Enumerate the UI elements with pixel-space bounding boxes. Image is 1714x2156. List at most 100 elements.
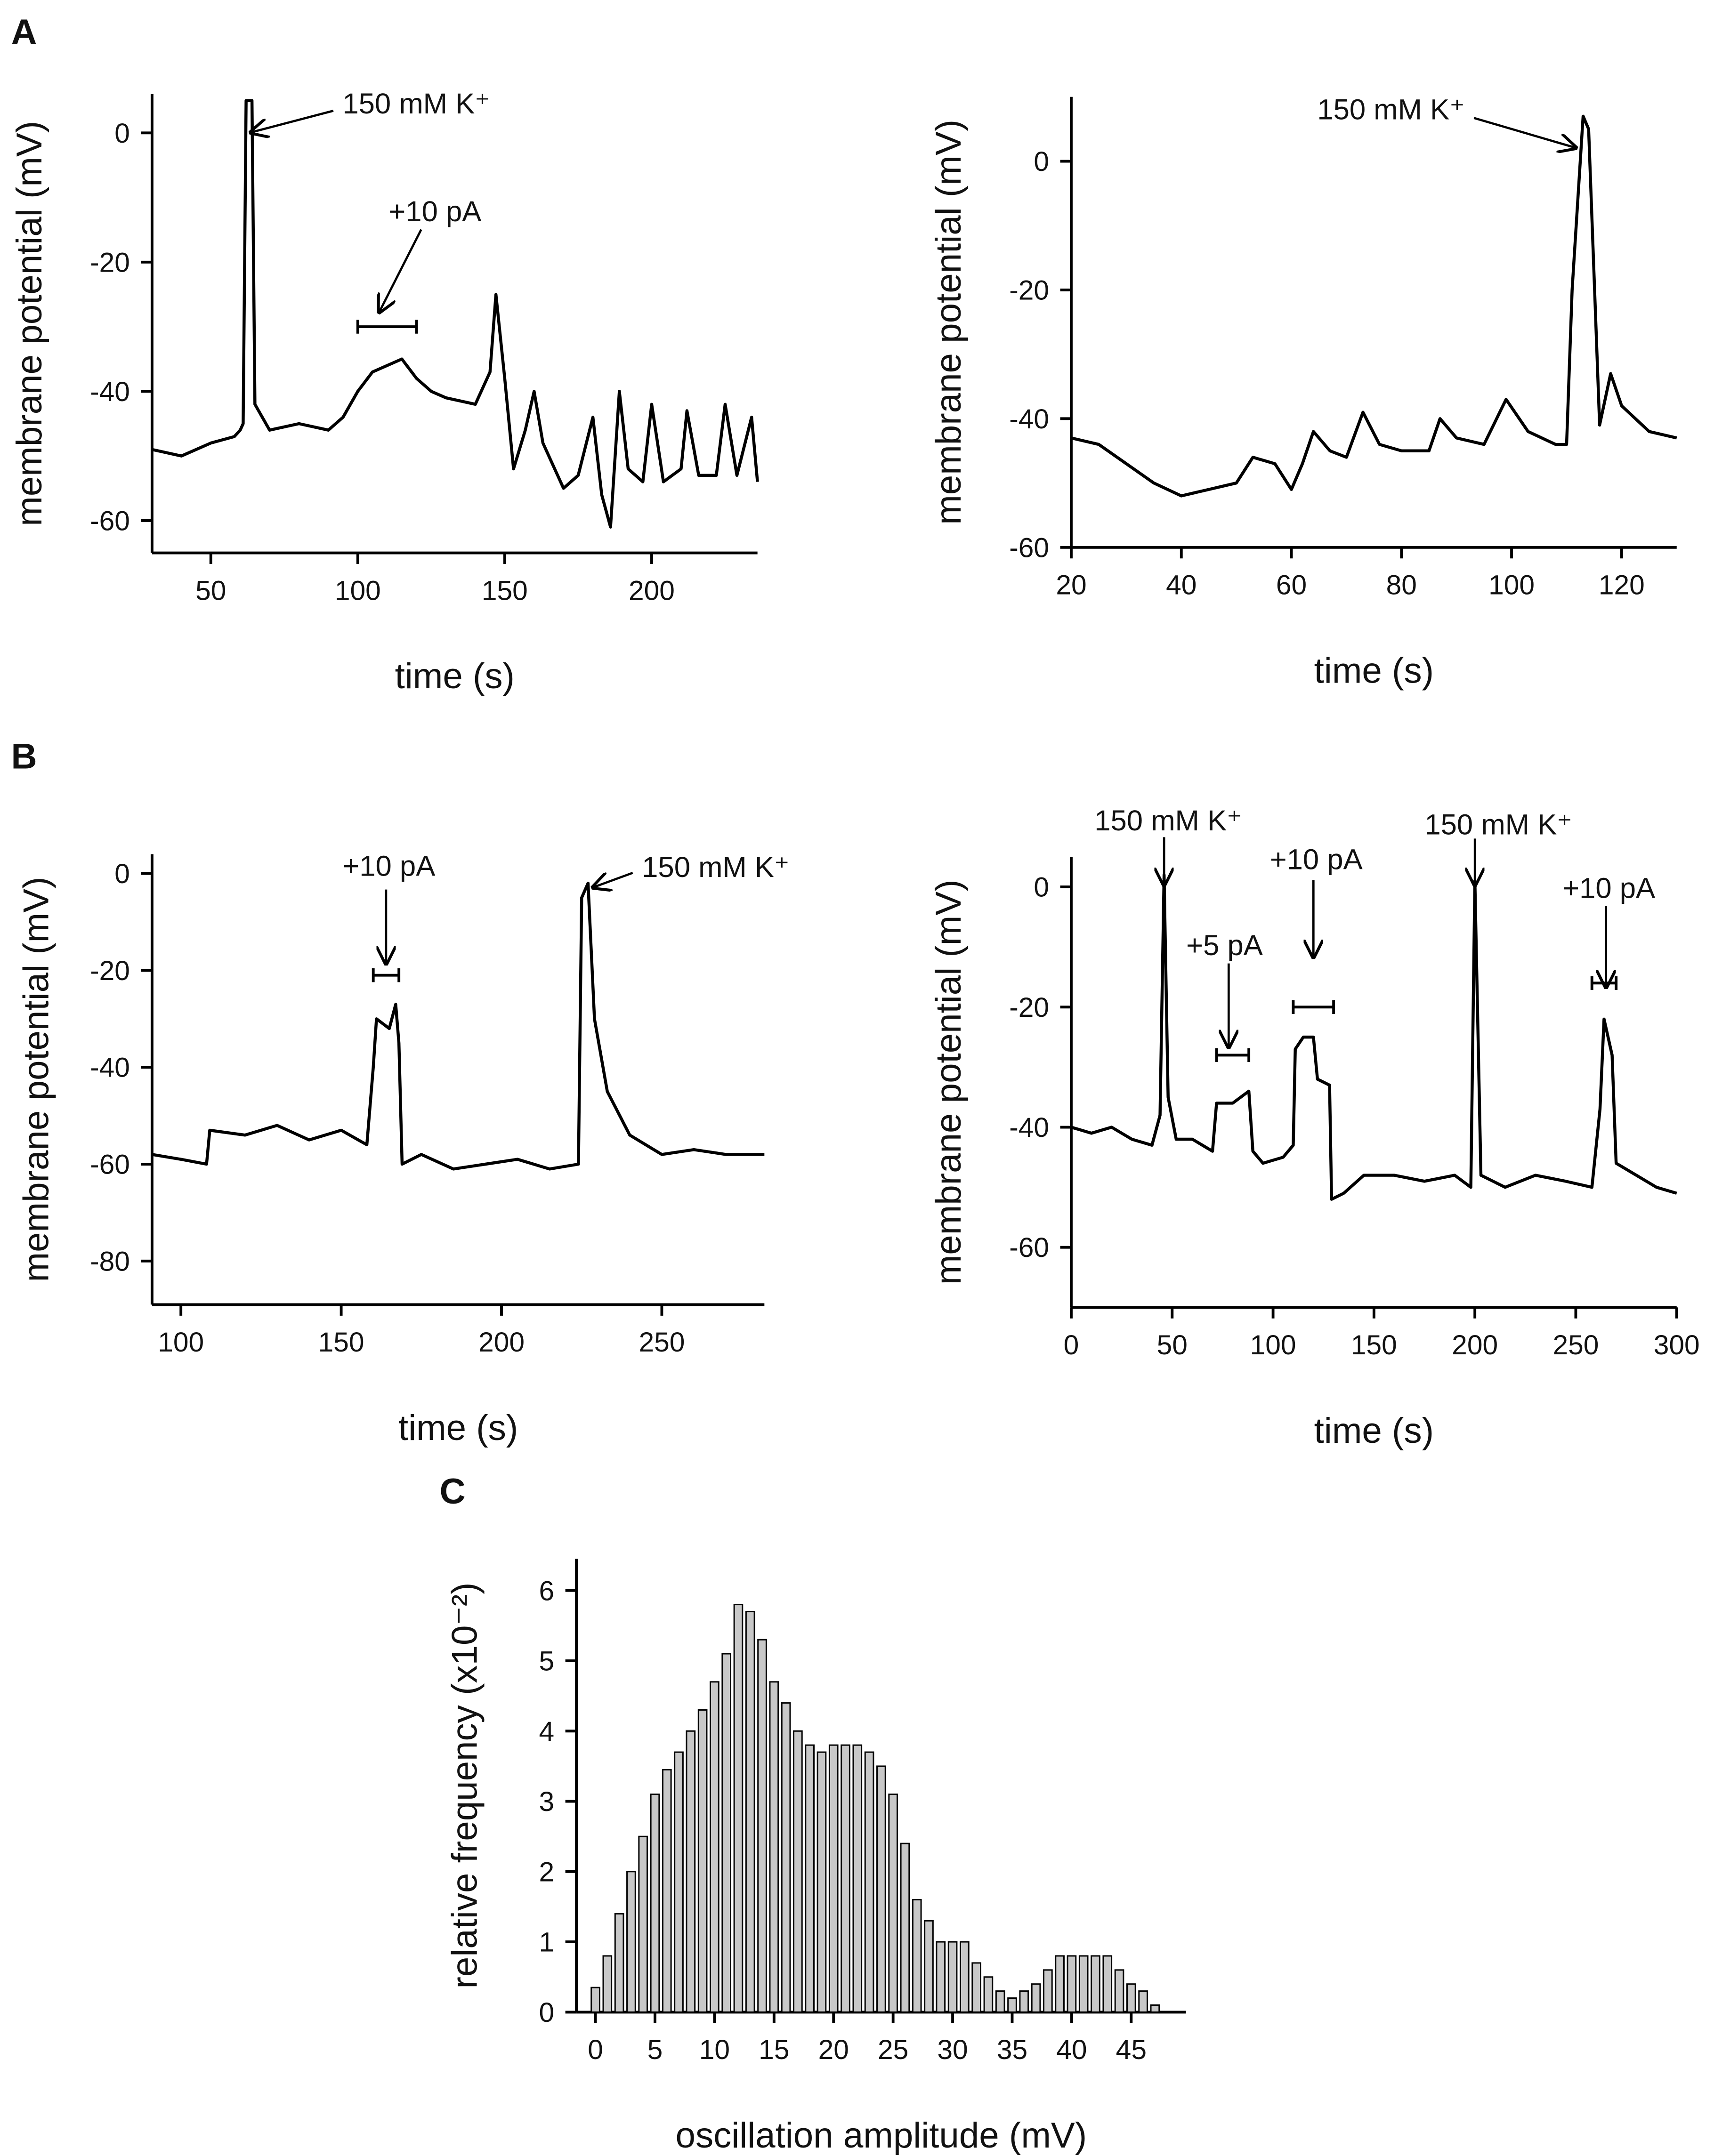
y-tick-label: -40 bbox=[90, 377, 130, 407]
trace bbox=[1071, 873, 1677, 1201]
x-axis-label: time (s) bbox=[395, 656, 515, 696]
x-tick-label: 50 bbox=[195, 575, 226, 606]
y-tick-label: 3 bbox=[539, 1786, 554, 1817]
annotation: +5 pA bbox=[1186, 929, 1263, 962]
stimulus-bar bbox=[1215, 1048, 1251, 1062]
annotation: 150 mM K⁺ bbox=[642, 851, 789, 884]
bar bbox=[1150, 2004, 1160, 2013]
bar bbox=[781, 1702, 791, 2013]
y-tick-label: 5 bbox=[539, 1646, 554, 1677]
x-tick-label: 120 bbox=[1599, 570, 1645, 601]
bar bbox=[805, 1744, 815, 2013]
x-tick-label: 15 bbox=[759, 2035, 789, 2065]
y-axis-label: membrane potential (mV) bbox=[9, 121, 49, 526]
x-tick-label: 40 bbox=[1166, 570, 1197, 601]
bar bbox=[841, 1744, 850, 2013]
x-tick-label: 100 bbox=[335, 575, 381, 606]
bar bbox=[817, 1751, 827, 2013]
y-tick-label: -40 bbox=[1009, 404, 1049, 434]
x-tick-label: 0 bbox=[588, 2035, 603, 2065]
x-tick-label: 40 bbox=[1056, 2035, 1087, 2065]
x-tick-label: 30 bbox=[937, 2035, 968, 2065]
x-tick-label: 80 bbox=[1386, 570, 1417, 601]
x-tick-label: 150 bbox=[482, 575, 528, 606]
bar bbox=[757, 1639, 767, 2013]
bar bbox=[602, 1955, 613, 2013]
annotation: +10 pA bbox=[1270, 843, 1363, 876]
annotation: +10 pA bbox=[388, 195, 481, 228]
bar bbox=[590, 1987, 600, 2013]
bar bbox=[721, 1653, 731, 2013]
annotation: 150 mM K⁺ bbox=[1094, 804, 1242, 837]
x-tick-label: 0 bbox=[1064, 1330, 1079, 1360]
y-axis-label: membrane potential (mV) bbox=[16, 877, 57, 1282]
y-tick-label: 0 bbox=[114, 118, 130, 149]
y-tick-label: -60 bbox=[90, 506, 130, 536]
x-tick-label: 20 bbox=[1056, 570, 1086, 601]
annotation: +10 pA bbox=[342, 850, 435, 882]
bar bbox=[971, 1962, 981, 2013]
y-tick-label: 0 bbox=[1034, 146, 1049, 177]
panel-label: C bbox=[439, 1472, 465, 1512]
x-axis-label: time (s) bbox=[398, 1408, 518, 1448]
bar bbox=[936, 1941, 946, 2013]
bar bbox=[924, 1920, 934, 2013]
x-tick-label: 100 bbox=[1488, 570, 1535, 601]
bar bbox=[1055, 1955, 1065, 2013]
annotation: 150 mM K⁺ bbox=[342, 88, 490, 120]
y-axis-label: relative frequency (x10⁻²) bbox=[445, 1582, 485, 1988]
bar bbox=[614, 1913, 624, 2013]
stimulus-bar bbox=[1292, 1000, 1335, 1014]
x-axis-label: time (s) bbox=[1314, 1411, 1434, 1451]
bar bbox=[852, 1744, 863, 2013]
bar bbox=[947, 1941, 958, 2013]
bar bbox=[1067, 1955, 1077, 2013]
bar bbox=[888, 1794, 898, 2013]
y-tick-label: 1 bbox=[539, 1927, 554, 1958]
y-tick-label: 0 bbox=[539, 1997, 554, 2028]
bar bbox=[650, 1794, 660, 2013]
x-tick-label: 250 bbox=[1552, 1330, 1599, 1360]
x-tick-label: 5 bbox=[647, 2035, 663, 2065]
bar bbox=[710, 1681, 720, 2013]
x-tick-label: 20 bbox=[818, 2035, 849, 2065]
x-tick-label: 150 bbox=[318, 1327, 364, 1358]
trace bbox=[1071, 114, 1677, 498]
x-tick-label: 200 bbox=[478, 1327, 525, 1358]
x-tick-label: 60 bbox=[1276, 570, 1307, 601]
x-tick-label: 35 bbox=[997, 2035, 1027, 2065]
x-axis-label: oscillation amplitude (mV) bbox=[676, 2116, 1087, 2156]
bar bbox=[745, 1611, 755, 2013]
y-tick-label: -20 bbox=[90, 247, 130, 278]
y-tick-label: -60 bbox=[1009, 1232, 1049, 1263]
y-tick-label: -40 bbox=[90, 1053, 130, 1083]
bar bbox=[1031, 1983, 1041, 2013]
y-tick-label: -60 bbox=[90, 1150, 130, 1180]
x-tick-label: 50 bbox=[1157, 1330, 1188, 1360]
annotation: 150 mM K⁺ bbox=[1317, 94, 1464, 126]
bar bbox=[638, 1835, 648, 2013]
bar bbox=[1007, 1997, 1017, 2013]
x-tick-label: 300 bbox=[1654, 1330, 1700, 1360]
bar bbox=[697, 1709, 708, 2013]
bar bbox=[1019, 1990, 1029, 2013]
annotation-arrow bbox=[1473, 117, 1577, 149]
y-tick-label: -80 bbox=[90, 1246, 130, 1277]
trace bbox=[152, 99, 759, 529]
panel-label: B bbox=[11, 736, 37, 776]
x-tick-label: 200 bbox=[629, 575, 675, 606]
y-tick-label: 0 bbox=[1034, 872, 1049, 903]
y-axis-label: membrane potential (mV) bbox=[929, 879, 969, 1285]
bar bbox=[1126, 1983, 1136, 2013]
x-tick-label: 45 bbox=[1116, 2035, 1147, 2065]
bar bbox=[793, 1730, 803, 2013]
y-axis-label: membrane potential (mV) bbox=[929, 120, 969, 525]
x-tick-label: 150 bbox=[1351, 1330, 1397, 1360]
bar bbox=[900, 1842, 910, 2013]
y-tick-label: 6 bbox=[539, 1576, 554, 1606]
x-tick-label: 100 bbox=[1250, 1330, 1296, 1360]
panel-label: A bbox=[11, 12, 37, 52]
x-tick-label: 25 bbox=[878, 2035, 908, 2065]
bar bbox=[626, 1871, 636, 2013]
